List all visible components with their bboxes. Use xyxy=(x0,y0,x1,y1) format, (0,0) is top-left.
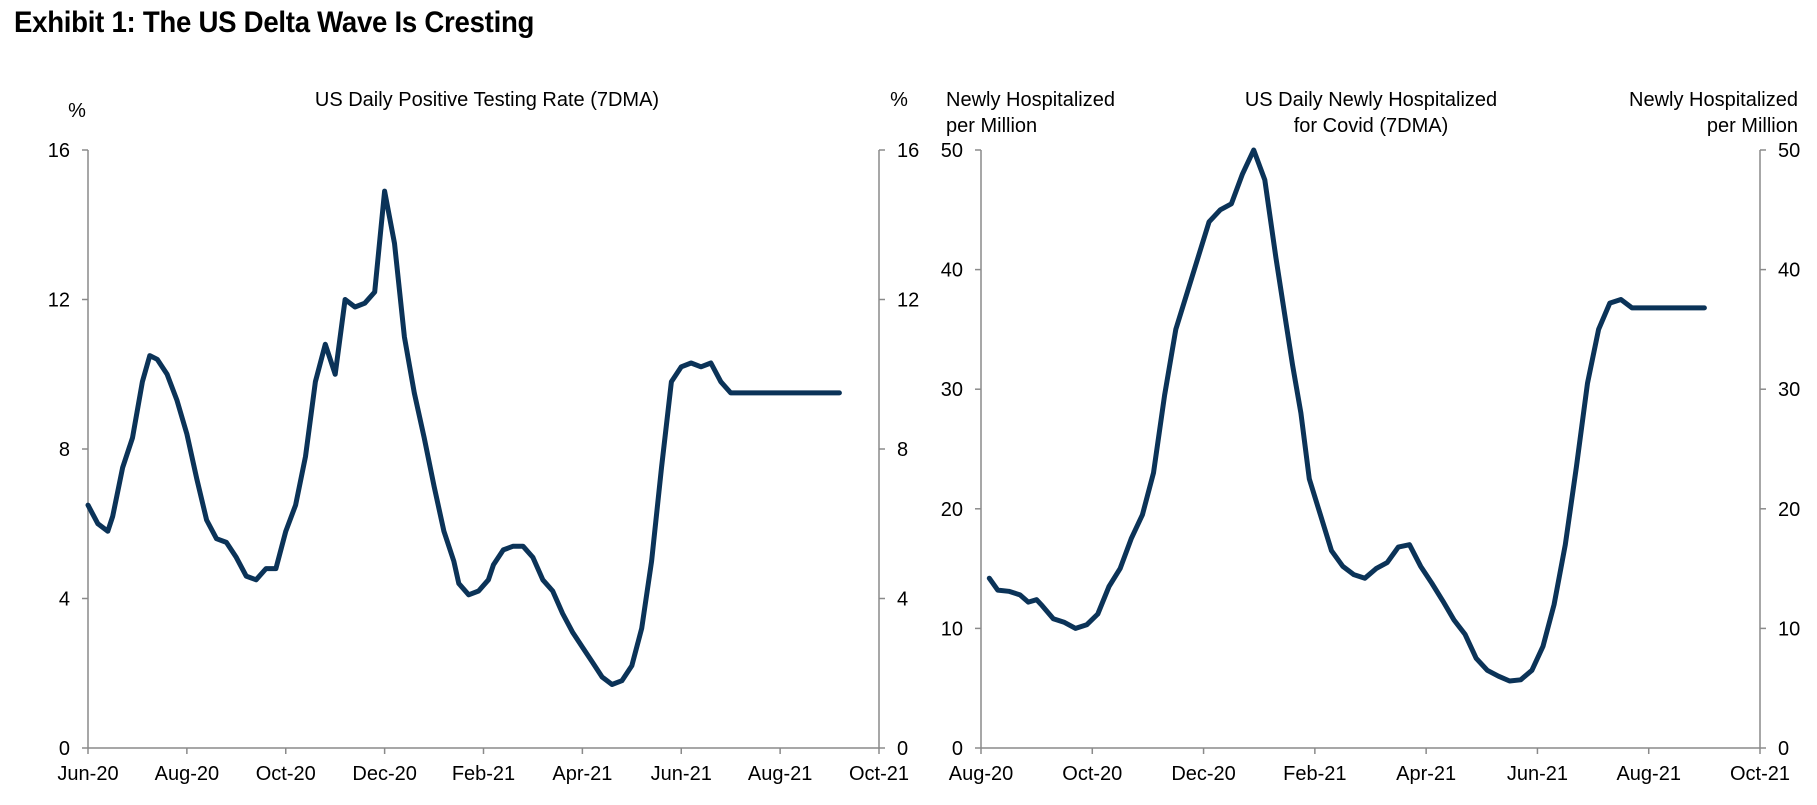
chart1-right-y-tick-label: 16 xyxy=(897,140,919,162)
chart2-right-axis-label-line-1: Newly Hospitalized xyxy=(1629,89,1798,111)
chart1-x-tick-label: Feb-21 xyxy=(452,763,515,785)
chart1-title: US Daily Positive Testing Rate (7DMA) xyxy=(315,89,659,111)
chart1-x-tick-label: Apr-21 xyxy=(552,763,612,785)
chart2-left-y-tick-label: 20 xyxy=(941,499,963,521)
chart2-x-tick-label: Oct-21 xyxy=(1730,763,1790,785)
chart2-right-y-tick-label: 0 xyxy=(1778,738,1789,760)
chart2-left-axis-label-line-2: per Million xyxy=(946,115,1037,137)
chart2-x-tick-label: Apr-21 xyxy=(1396,763,1456,785)
chart2-x-tick-label: Aug-20 xyxy=(949,763,1014,785)
chart2-right-y-tick-label: 10 xyxy=(1778,618,1800,640)
chart1-left-y-tick-label: 12 xyxy=(48,290,70,312)
chart2-right-y-tick-label: 20 xyxy=(1778,499,1800,521)
chart2-x-tick-label: Dec-20 xyxy=(1171,763,1235,785)
chart1-x-tick-label: Oct-21 xyxy=(849,763,909,785)
chart2-series-line xyxy=(986,147,1707,684)
chart1-right-y-tick-label: 0 xyxy=(897,738,908,760)
chart1-x-tick-label: Dec-20 xyxy=(352,763,416,785)
chart1-right-y-tick-label: 8 xyxy=(897,439,908,461)
chart2-left-y-tick-label: 50 xyxy=(941,140,963,162)
chart2-x-tick-label: Feb-21 xyxy=(1283,763,1346,785)
chart1-x-tick-label: Aug-21 xyxy=(748,763,813,785)
chart2-x-tick-label: Jun-21 xyxy=(1507,763,1568,785)
chart1-right-axis-label: % xyxy=(890,89,908,111)
chart1-left-y-tick-label: 16 xyxy=(48,140,70,162)
chart1-x-tick-label: Oct-20 xyxy=(256,763,316,785)
chart2-x-tick-label: Aug-21 xyxy=(1616,763,1681,785)
chart2-right-axis-label-line-2: per Million xyxy=(1707,115,1798,137)
chart2-left-y-tick-label: 40 xyxy=(941,260,963,282)
chart1-x-tick-label: Jun-21 xyxy=(651,763,712,785)
chart1-x-tick-label: Jun-20 xyxy=(57,763,118,785)
exhibit-title: Exhibit 1: The US Delta Wave Is Cresting xyxy=(14,6,535,39)
chart1-x-tick-label: Aug-20 xyxy=(155,763,220,785)
chart2-right-y-tick-label: 40 xyxy=(1778,260,1800,282)
chart2-title-line-1: US Daily Newly Hospitalized xyxy=(1245,89,1497,111)
chart1-left-y-tick-label: 8 xyxy=(59,439,70,461)
chart2-right-y-tick-label: 30 xyxy=(1778,379,1800,401)
chart2-right-y-tick-label: 50 xyxy=(1778,140,1800,162)
chart1-right-y-tick-label: 12 xyxy=(897,290,919,312)
chart2-left-y-tick-label: 10 xyxy=(941,618,963,640)
chart1-right-y-tick-label: 4 xyxy=(897,589,908,611)
chart2-left-axis-label-line-1: Newly Hospitalized xyxy=(946,89,1115,111)
chart2-title-line-2: for Covid (7DMA) xyxy=(1294,115,1448,137)
chart2-left-y-tick-label: 30 xyxy=(941,379,963,401)
chart1-series-line xyxy=(85,188,842,687)
chart2-left-y-tick-label: 0 xyxy=(952,738,963,760)
chart2-x-tick-label: Oct-20 xyxy=(1062,763,1122,785)
chart1-left-axis-label: % xyxy=(68,100,86,122)
chart1-left-y-tick-label: 0 xyxy=(59,738,70,760)
chart1-left-y-tick-label: 4 xyxy=(59,589,70,611)
